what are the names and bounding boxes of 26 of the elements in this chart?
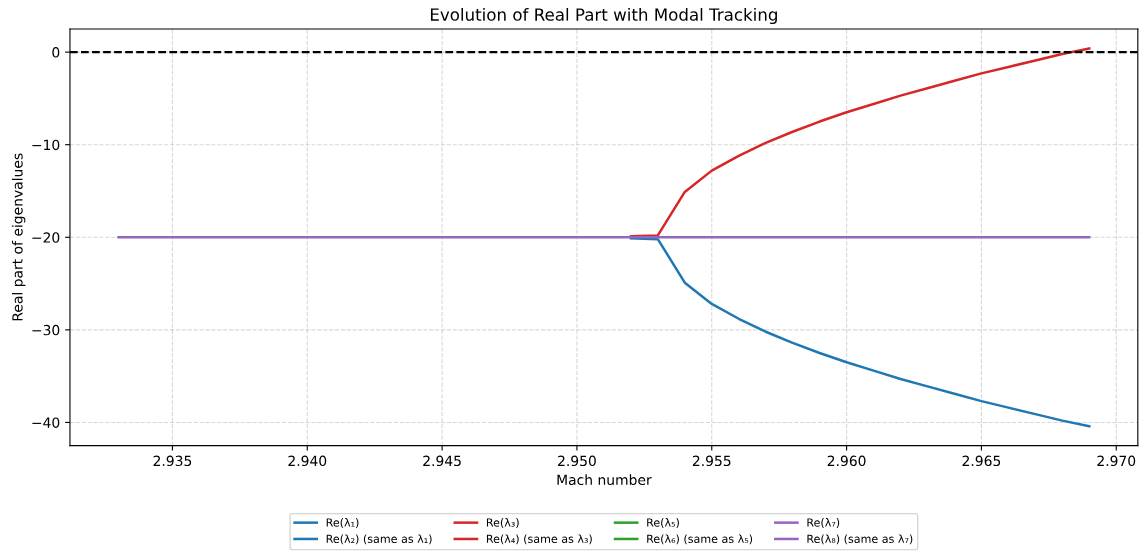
x-tick-label: 2.965 <box>962 455 1001 467</box>
y-axis-title: Real part of eigenvalues <box>11 153 26 321</box>
x-tick-label: 2.950 <box>558 455 596 467</box>
y-tick-label: −30 <box>32 324 60 336</box>
x-tick-label: 2.935 <box>153 455 192 467</box>
line-series <box>629 47 1091 238</box>
y-tick-label: 0 <box>52 47 60 58</box>
legend-label: Re(λ₇) <box>807 518 840 528</box>
legend-label: Re(λ₂) (same as λ₁) <box>326 534 432 545</box>
line-series <box>629 236 1091 428</box>
x-axis-title: Mach number <box>557 474 652 486</box>
x-tick-label: 2.970 <box>1097 455 1136 467</box>
y-tick-label: −20 <box>32 232 60 243</box>
legend-label: Re(λ₄) (same as λ₃) <box>486 534 592 545</box>
x-tick-label: 2.940 <box>288 455 327 467</box>
legend-label: Re(λ₈) (same as λ₇) <box>807 534 913 545</box>
x-tick-label: 2.945 <box>423 455 461 467</box>
y-tick-label: −10 <box>32 139 60 151</box>
chart-title: Evolution of Real Part with Modal Tracking <box>430 7 777 25</box>
legend-label: Re(λ₃) <box>486 518 519 528</box>
legend-label: Re(λ₁) <box>326 518 359 528</box>
legend-label: Re(λ₅) <box>647 518 679 528</box>
y-tick-label: −40 <box>32 417 60 428</box>
legend-label: Re(λ₆) (same as λ₅) <box>647 534 753 545</box>
x-tick-label: 2.960 <box>827 455 866 467</box>
x-tick-label: 2.955 <box>692 455 731 467</box>
